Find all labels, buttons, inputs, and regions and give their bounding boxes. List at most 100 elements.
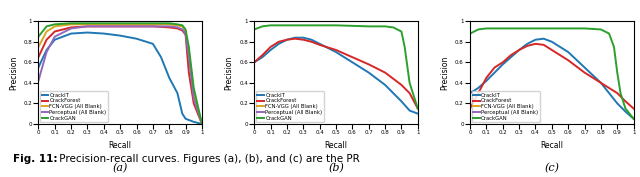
Perceptual (All Blank) [173,26,181,28]
Y-axis label: Precision: Precision [440,55,449,90]
CrackGAN [617,92,625,94]
CrackForest [316,44,323,46]
Line: CrackForest: CrackForest [38,26,202,124]
CrackGAN [630,118,637,120]
Line: CrackIT: CrackIT [254,38,418,114]
CrackGAN [610,46,618,48]
CrackIT [190,121,198,123]
CrackForest [381,72,389,74]
CrackForest [414,107,422,110]
Line: CrackIT: CrackIT [38,33,202,124]
CrackIT [621,110,629,113]
Text: (c): (c) [545,163,559,173]
CrackGAN [467,33,474,35]
CrackGAN [397,30,405,33]
FCN-VGG (All Blank) [173,24,181,26]
Legend: CrackIT, CrackForest, FCN-VGG (All Blank), Perceptual (All Blank), CrackGAN: CrackIT, CrackForest, FCN-VGG (All Blank… [472,91,540,122]
CrackIT [483,80,490,82]
Line: CrackGAN: CrackGAN [254,25,418,109]
CrackGAN [165,22,173,24]
CrackIT [414,113,422,115]
CrackForest [499,61,507,63]
CrackForest [198,123,205,125]
CrackGAN [332,24,340,26]
CrackGAN [283,24,291,26]
CrackGAN [401,46,408,48]
CrackIT [283,39,291,41]
CrackForest [275,41,283,43]
CrackIT [349,61,356,63]
CrackForest [250,61,258,63]
CrackForest [149,25,157,27]
CrackIT [507,56,515,58]
Perceptual (All Blank) [43,51,51,53]
CrackGAN [267,24,275,26]
CrackGAN [365,25,372,27]
CrackIT [116,35,124,37]
CrackForest [349,56,356,58]
CrackIT [291,37,299,39]
CrackIT [332,51,340,53]
CrackIT [132,38,140,40]
Perceptual (All Blank) [84,25,92,27]
CrackForest [35,56,42,58]
CrackGAN [613,72,621,74]
CrackForest [67,26,75,28]
CrackGAN [499,27,507,30]
CrackForest [597,82,605,84]
CrackGAN [580,27,588,30]
CrackGAN [515,27,523,30]
CrackForest [116,25,124,27]
CrackForest [580,72,588,74]
Perceptual (All Blank) [185,56,193,58]
CrackGAN [597,28,605,30]
CrackGAN [300,24,307,26]
CrackIT [613,102,621,104]
CrackForest [365,63,372,65]
X-axis label: Recall: Recall [324,141,348,150]
CrackIT [532,39,540,41]
CrackIT [275,43,283,45]
CrackIT [173,92,181,94]
CrackGAN [51,23,59,25]
Line: CrackGAN: CrackGAN [470,28,634,119]
CrackIT [250,61,258,63]
CrackIT [157,56,165,58]
CrackIT [100,33,108,35]
CrackForest [291,38,299,40]
Text: Precision-recall curves. Figures (a), (b), and (c) are the PR: Precision-recall curves. Figures (a), (b… [56,154,360,164]
CrackForest [173,27,181,30]
CrackIT [35,66,42,68]
CrackGAN [173,23,181,25]
Text: (b): (b) [328,163,344,173]
CrackIT [182,118,189,120]
Perceptual (All Blank) [51,36,59,38]
CrackForest [332,49,340,51]
Perceptual (All Blank) [67,27,75,30]
CrackForest [259,54,266,56]
FCN-VGG (All Blank) [190,92,198,94]
FCN-VGG (All Blank) [35,46,42,48]
Legend: CrackIT, CrackForest, FCN-VGG (All Blank), Perceptual (All Blank), CrackGAN: CrackIT, CrackForest, FCN-VGG (All Blank… [256,91,324,122]
CrackIT [308,39,316,41]
FCN-VGG (All Blank) [100,23,108,25]
CrackForest [406,92,413,94]
CrackIT [43,49,51,51]
CrackIT [316,43,323,45]
CrackIT [524,43,531,45]
CrackIT [67,33,75,35]
Line: Perceptual (All Blank): Perceptual (All Blank) [38,26,202,124]
CrackIT [406,110,413,112]
Line: CrackIT: CrackIT [470,39,634,119]
CrackGAN [474,28,482,30]
Perceptual (All Blank) [179,28,186,30]
CrackForest [185,72,193,74]
CrackForest [474,92,482,94]
CrackForest [613,92,621,94]
CrackForest [483,77,490,79]
CrackForest [182,33,189,36]
CrackGAN [198,123,205,125]
CrackIT [149,43,157,45]
Perceptual (All Blank) [182,33,189,35]
Text: Fig. 11:: Fig. 11: [13,154,58,164]
